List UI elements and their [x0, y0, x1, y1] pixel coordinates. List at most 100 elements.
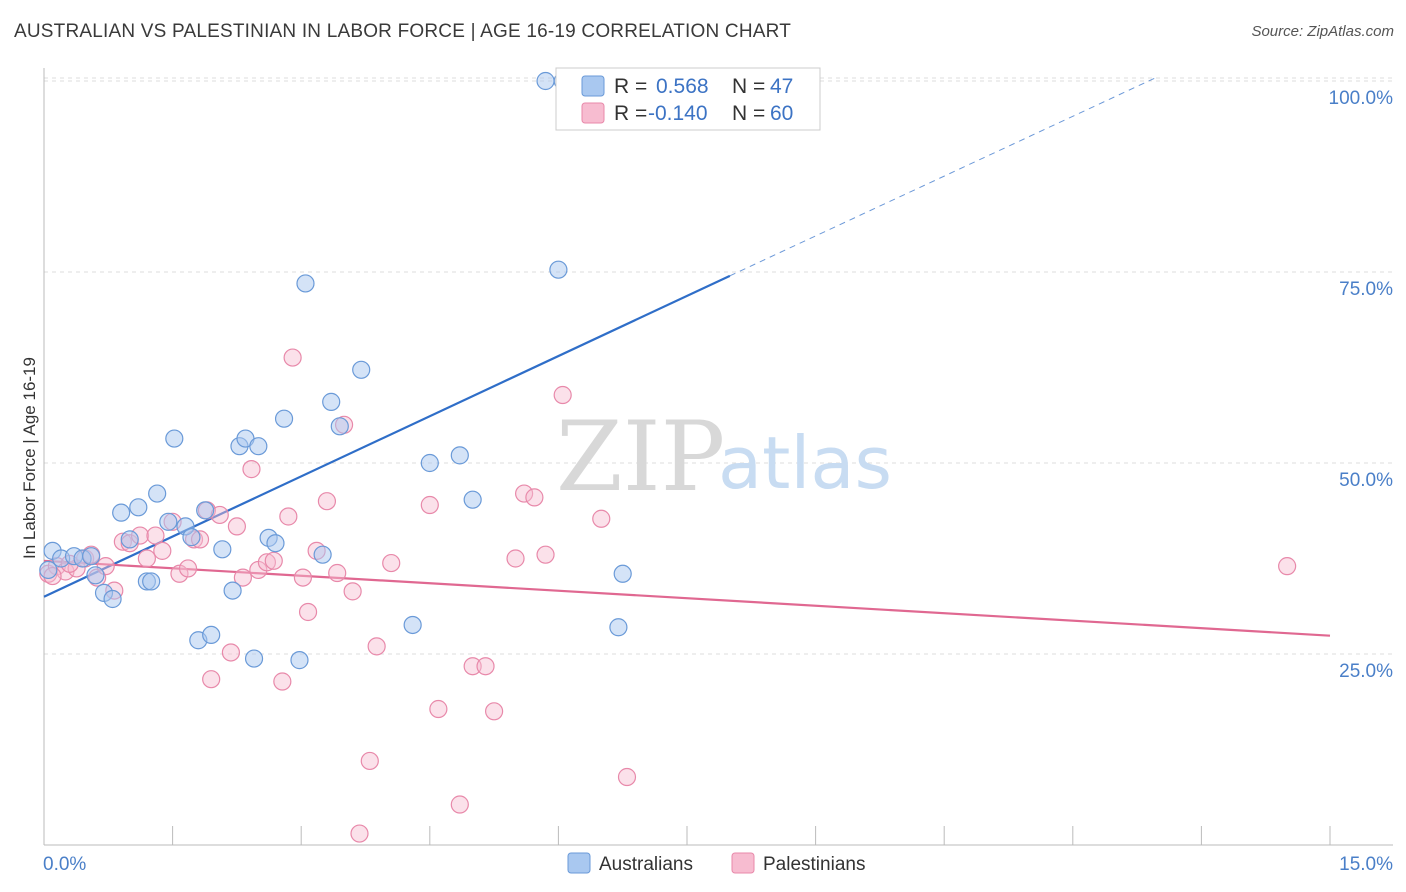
australians-point-29 — [266, 534, 285, 553]
legend-n-value-1: 47 — [770, 75, 793, 98]
bottom-legend-palestinians: Palestinians — [763, 854, 865, 875]
palestinians-point-29 — [264, 551, 283, 570]
legend-n-label-2: N = — [732, 102, 765, 125]
watermark-zip: ZIP — [556, 401, 725, 513]
australians-point-0 — [39, 560, 58, 580]
watermark-atlas: atlas — [718, 421, 892, 505]
australians-point-21 — [202, 625, 221, 645]
australians-point-8 — [103, 589, 122, 609]
legend-r-value-1: 0.568 — [656, 75, 709, 98]
australians-trend-line-dashed — [729, 75, 1159, 277]
australians-point-26 — [244, 649, 264, 668]
australians-point-38 — [420, 453, 439, 473]
australians-points — [39, 71, 739, 670]
australians-point-23 — [223, 581, 242, 600]
palestinians-point-21 — [202, 670, 221, 689]
y-axis-title: In Labor Force | Age 16-19 — [20, 357, 39, 559]
palestinians-point-44 — [420, 495, 439, 515]
australians-point-18 — [182, 528, 201, 547]
australians-point-11 — [129, 498, 148, 517]
palestinians-point-34 — [298, 602, 318, 622]
grid-lines — [44, 77, 1393, 655]
palestinians-point-31 — [279, 507, 298, 526]
bottom-legend-australians: Australians — [599, 854, 693, 875]
trend-lines — [43, 75, 1331, 637]
palestinians-point-51 — [515, 484, 534, 503]
palestinians-point-13 — [146, 526, 165, 545]
australians-point-42 — [549, 260, 568, 279]
palestinians-point-23 — [221, 643, 240, 662]
australians-point-13 — [142, 572, 161, 591]
australians-point-20 — [196, 501, 215, 520]
palestinians-point-24 — [227, 517, 246, 536]
palestinians-point-55 — [592, 509, 611, 528]
palestinians-point-36 — [317, 492, 337, 511]
australians-point-34 — [322, 392, 341, 411]
palestinians-point-37 — [328, 563, 347, 583]
source-label: Source: ZipAtlas.com — [1251, 23, 1394, 40]
palestinians-point-57 — [1278, 557, 1297, 576]
palestinians-point-28 — [257, 553, 277, 572]
palestinians-point-26 — [242, 460, 261, 479]
palestinians-point-54 — [553, 385, 572, 405]
palestinians-point-25 — [233, 568, 253, 587]
palestinians-point-56 — [617, 767, 637, 787]
australians-point-44 — [613, 564, 632, 583]
legend-n-label-1: N = — [732, 75, 765, 98]
palestinians-point-32 — [283, 348, 302, 367]
australians-point-33 — [313, 545, 332, 564]
palestinians-point-17 — [178, 559, 198, 578]
palestinians-point-42 — [367, 637, 386, 656]
palestinians-point-40 — [350, 824, 369, 843]
axes — [43, 68, 1393, 846]
palestinians-point-47 — [463, 657, 482, 676]
palestinians-trend-line — [43, 559, 1331, 637]
legend-swatch-palestinians — [581, 102, 605, 124]
palestinians-point-49 — [485, 702, 504, 721]
australians-point-39 — [450, 446, 469, 465]
legend-n-value-2: 60 — [770, 102, 793, 125]
australians-point-30 — [274, 409, 294, 428]
y-tick-label-100: 100.0% — [1329, 88, 1394, 109]
australians-point-14 — [148, 484, 167, 503]
palestinians-point-30 — [273, 672, 292, 691]
legend-r-label-1: R = — [614, 75, 647, 98]
palestinians-point-46 — [450, 795, 469, 814]
australians-point-22 — [213, 540, 232, 559]
legend-swatch-australians — [581, 75, 605, 97]
x-tick-label-min: 0.0% — [43, 854, 86, 875]
palestinians-point-16 — [170, 564, 189, 583]
australians-point-27 — [249, 437, 268, 456]
palestinians-point-45 — [429, 699, 448, 719]
palestinians-point-12 — [137, 549, 156, 568]
australians-point-45 — [609, 618, 628, 637]
bottom-legend: Australians Palestinians — [567, 852, 865, 875]
australians-point-15 — [159, 512, 178, 531]
australians-point-36 — [352, 360, 371, 379]
australians-point-31 — [290, 651, 309, 670]
palestinians-point-48 — [476, 657, 495, 676]
palestinians-point-53 — [536, 545, 555, 564]
australians-point-16 — [165, 429, 184, 448]
legend-r-label-2: R = — [614, 102, 647, 125]
x-tick-label-max: 15.0% — [1339, 854, 1393, 875]
chart-title: AUSTRALIAN VS PALESTINIAN IN LABOR FORCE… — [14, 21, 792, 42]
australians-point-35 — [330, 417, 349, 436]
australians-point-10 — [120, 530, 139, 549]
australians-point-6 — [86, 566, 105, 585]
legend-r-value-2: -0.140 — [648, 102, 708, 125]
australians-point-5 — [82, 547, 101, 566]
australians-point-32 — [296, 274, 315, 293]
palestinians-point-50 — [506, 549, 525, 568]
palestinians-point-14 — [153, 541, 172, 560]
y-tick-label-25: 25.0% — [1339, 661, 1393, 682]
y-tick-label-75: 75.0% — [1339, 279, 1393, 300]
australians-point-37 — [403, 615, 422, 635]
bottom-legend-swatch-palestinians — [731, 852, 755, 874]
legend-box: R = 0.568 N = 47 R = -0.140 N = 60 — [555, 67, 821, 131]
australians-point-41 — [536, 71, 555, 91]
palestinians-point-39 — [343, 582, 362, 601]
palestinians-point-43 — [382, 553, 401, 573]
australians-point-9 — [112, 503, 131, 522]
